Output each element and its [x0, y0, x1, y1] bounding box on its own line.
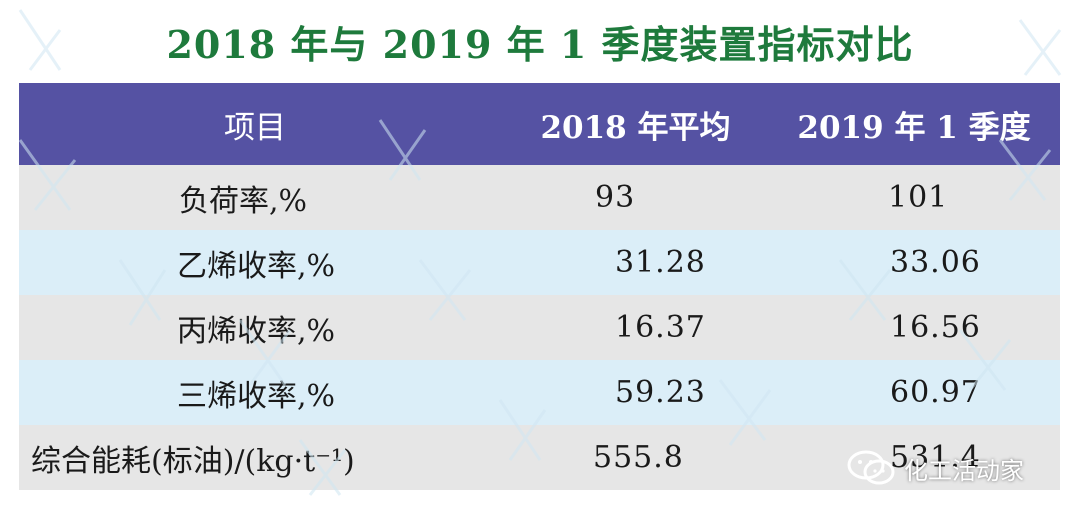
row-2019: 33.06: [890, 245, 981, 280]
table-header: 项目 2018 年平均 2019 年 1 季度: [19, 83, 1060, 165]
watermark-text: 化工活动家: [904, 456, 1024, 485]
row-2018: 555.8: [593, 440, 684, 475]
table-row: 乙烯收率,% 31.28 33.06: [19, 230, 1060, 295]
header-2019: 2019 年 1 季度: [797, 109, 1031, 146]
table-row: 负荷率,% 93 101: [19, 165, 1060, 230]
header-2018: 2018 年平均: [540, 109, 731, 146]
row-item: 丙烯收率,%: [177, 313, 336, 349]
table-row: 丙烯收率,% 16.37 16.56: [19, 295, 1060, 360]
comparison-table: 项目 2018 年平均 2019 年 1 季度 负荷率,% 93 101 乙烯收…: [19, 83, 1060, 490]
row-item: 三烯收率,%: [177, 378, 336, 414]
row-2019: 101: [888, 180, 949, 215]
row-2019: 60.97: [890, 375, 981, 410]
row-2019: 16.56: [890, 310, 981, 345]
row-2018: 16.37: [615, 310, 706, 345]
header-item: 项目: [224, 109, 286, 146]
row-2018: 93: [595, 180, 636, 215]
row-2018: 31.28: [615, 245, 706, 280]
table-row: 三烯收率,% 59.23 60.97: [19, 360, 1060, 425]
row-2019: 531.4: [890, 440, 981, 475]
wechat-icon: [847, 450, 895, 485]
row-item: 乙烯收率,%: [177, 248, 336, 284]
page-title: 2018 年与 2019 年 1 季度装置指标对比: [166, 22, 914, 67]
row-item: 综合能耗(标油)/(kg·t⁻¹): [31, 443, 355, 479]
row-2018: 59.23: [615, 375, 706, 410]
row-item: 负荷率,%: [179, 183, 308, 219]
wechat-watermark: 化工活动家: [846, 448, 1024, 488]
